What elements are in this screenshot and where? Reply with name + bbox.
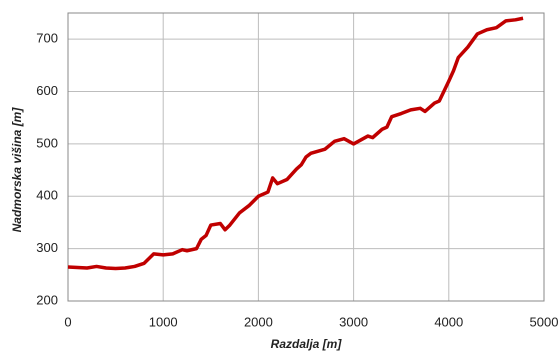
- y-tick-label: 500: [36, 135, 58, 150]
- y-tick-label: 400: [36, 188, 58, 203]
- plot-border: [67, 12, 545, 302]
- x-tick-label: 4000: [434, 314, 463, 329]
- x-axis-label: Razdalja [m]: [271, 337, 343, 351]
- y-tick-label: 300: [36, 240, 58, 255]
- y-tick-label: 200: [36, 292, 58, 307]
- x-tick-label: 5000: [530, 314, 558, 329]
- x-tick-label: 1000: [149, 314, 178, 329]
- data-line: [67, 16, 524, 271]
- y-axis-label: Nadmorska višina [m]: [10, 107, 24, 233]
- x-tick-label: 2000: [244, 314, 273, 329]
- y-tick-label: 700: [36, 31, 58, 46]
- y-tick-label: 600: [36, 83, 58, 98]
- x-tick-label: 3000: [339, 314, 368, 329]
- x-tick-label: 0: [64, 314, 71, 329]
